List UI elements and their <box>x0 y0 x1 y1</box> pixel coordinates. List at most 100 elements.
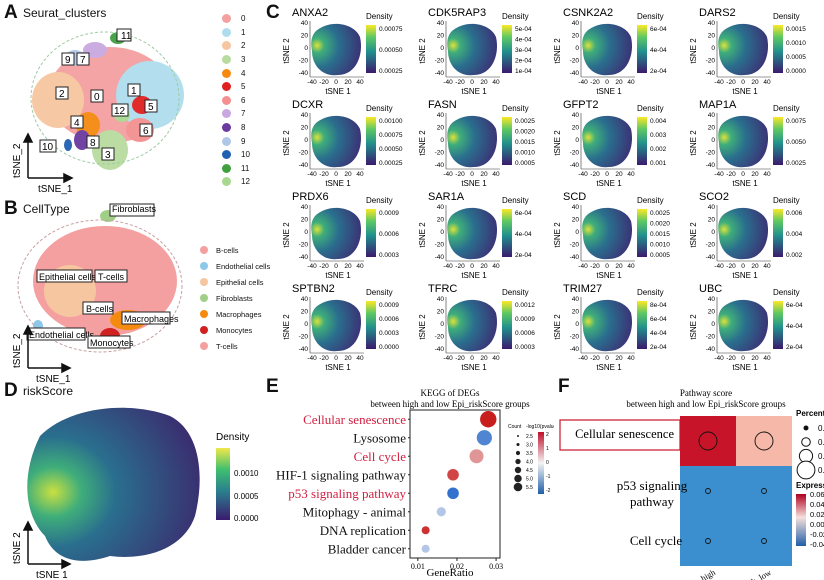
y-tick: -20 <box>434 150 444 157</box>
x-tick: 20 <box>480 263 488 270</box>
legend-swatch <box>222 82 231 92</box>
gene-title: ANXA2 <box>292 7 328 19</box>
gene-title: TRIM27 <box>563 283 602 295</box>
size-legend-label: 5.5 <box>526 485 533 491</box>
x-tick: 40 <box>627 79 635 86</box>
x-tick: 40 <box>356 355 364 362</box>
size-legend-dot <box>516 442 520 447</box>
panel-f-pathway-dotplot: Pathway score between high and low Epi_r… <box>559 388 824 580</box>
colorbar-tick: 0.001 <box>650 160 667 167</box>
legend-title: Density <box>637 196 664 205</box>
x-tick: -20 <box>726 355 736 362</box>
legend-swatch <box>200 310 208 318</box>
colorbar-tick: 0.0000 <box>786 68 806 75</box>
y-tick: 40 <box>301 296 309 303</box>
gene-title: MAP1A <box>699 99 737 111</box>
x-tick: -40 <box>307 263 317 270</box>
legend-item: Monocytes <box>200 322 270 338</box>
x-tick: 20 <box>480 355 488 362</box>
legend-item: 11 <box>222 162 250 176</box>
score-tile <box>680 516 736 566</box>
legend-title: Density <box>637 288 664 297</box>
row-label: p53 signaling <box>617 478 688 493</box>
x-tick: 40 <box>356 263 364 270</box>
colorbar-tick: 0.0003 <box>515 344 535 351</box>
legend-title: Density <box>366 104 393 113</box>
size-legend-dot <box>514 474 522 483</box>
expr-legend-tick: 0.04 <box>810 500 824 509</box>
panel-a-title: Seurat_clusters <box>23 6 107 20</box>
y-tick: 20 <box>301 217 309 224</box>
x-tick: 40 <box>356 171 364 178</box>
x-tick: 20 <box>615 355 623 362</box>
gene-title: TFRC <box>428 283 457 295</box>
colorbar-tick: 0.002 <box>786 252 803 259</box>
panel-b-label: B <box>4 198 18 219</box>
y-tick: 20 <box>301 309 309 316</box>
x-tick: -20 <box>319 263 329 270</box>
x-tick: 0.03 <box>489 562 503 571</box>
x-tick: 0 <box>470 171 474 178</box>
cluster-tag: 11 <box>121 31 132 42</box>
x-tick: 0.01 <box>411 562 425 571</box>
y-tick: 20 <box>436 125 444 132</box>
colorbar-tick: 0.0000 <box>379 344 399 351</box>
y-tick: -40 <box>570 346 580 353</box>
y-axis-label: tSNE 2 <box>689 314 698 340</box>
kegg-dot <box>447 487 459 500</box>
colorbar-tick: 6e-04 <box>650 26 667 33</box>
y-tick: -40 <box>299 254 309 261</box>
axis-arrows <box>22 132 74 184</box>
y-tick: -20 <box>434 58 444 65</box>
x-tick: -40 <box>578 79 588 86</box>
y-tick: 40 <box>572 204 580 211</box>
legend-label: Endothelial cells <box>216 261 271 271</box>
legend-label: Epithelial cells <box>216 277 264 287</box>
y-tick: -20 <box>570 334 580 341</box>
density-cloud <box>446 23 497 76</box>
percent-dot <box>761 488 767 494</box>
x-tick: -40 <box>443 355 453 362</box>
x-tick: 40 <box>763 263 771 270</box>
x-tick: -40 <box>714 171 724 178</box>
x-tick: -20 <box>726 171 736 178</box>
color-legend-tick: 0 <box>546 460 549 466</box>
gene-title: SCO2 <box>699 191 729 203</box>
y-tick: -40 <box>705 162 715 169</box>
y-tick: -20 <box>299 242 309 249</box>
y-axis-label: tSNE 2 <box>282 130 291 156</box>
category-label: Cellular senescence <box>303 412 406 427</box>
x-axis-label: tSNE 1 <box>325 363 351 372</box>
legend-swatch <box>222 150 231 160</box>
x-tick: 20 <box>615 79 623 86</box>
density-cloud <box>311 23 362 76</box>
x-tick: 0 <box>334 263 338 270</box>
colorbar-tick: 4e-04 <box>650 47 667 54</box>
x-tick: 40 <box>763 171 771 178</box>
colorbar-tick: 0.0012 <box>515 302 535 309</box>
legend-title: Density <box>773 104 800 113</box>
colorbar-tick: 1e-04 <box>515 68 532 75</box>
x-tick: 0 <box>470 355 474 362</box>
y-tick: 20 <box>572 125 580 132</box>
x-tick: 0 <box>334 171 338 178</box>
y-tick: 40 <box>707 20 715 27</box>
chart-title: Pathway score <box>680 388 732 398</box>
y-tick: -40 <box>299 346 309 353</box>
y-tick: 40 <box>707 112 715 119</box>
gene-title: GFPT2 <box>563 99 598 111</box>
x-tick: 0 <box>605 263 609 270</box>
y-tick: 0 <box>304 45 308 52</box>
cluster-tag: 6 <box>143 126 149 137</box>
x-tick: -40 <box>443 171 453 178</box>
colorbar <box>772 117 783 165</box>
y-tick: 0 <box>440 137 444 144</box>
percent-dot <box>705 488 711 494</box>
density-cloud <box>717 207 768 260</box>
x-axis-label: tSNE 1 <box>325 271 351 280</box>
